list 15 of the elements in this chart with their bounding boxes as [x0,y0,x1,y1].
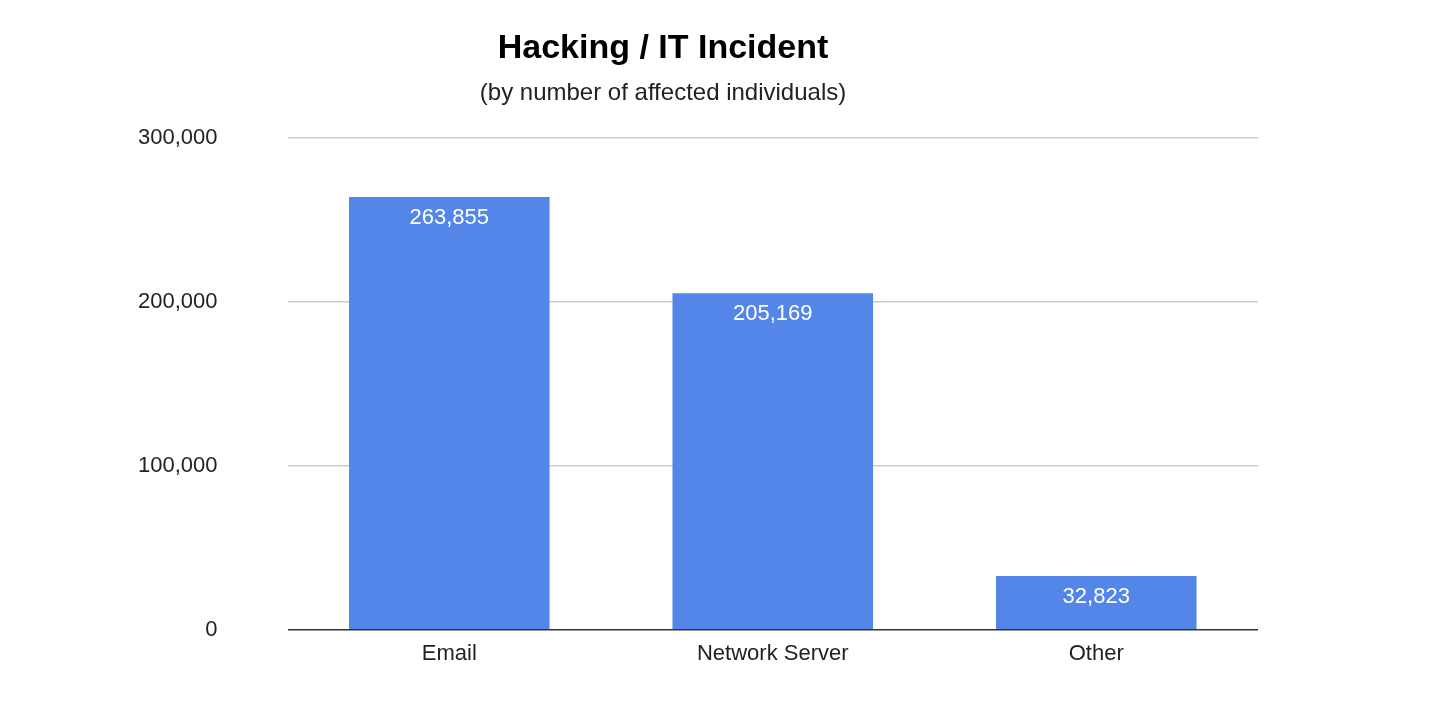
y-tick-label: 200,000 [137,287,218,313]
data-label: 205,169 [733,300,813,326]
y-tick-label: 100,000 [137,451,218,477]
data-label: 263,855 [409,203,490,229]
y-tick-label: 300,000 [137,123,218,149]
x-tick-label: Email [421,640,477,666]
bar [995,575,1197,630]
x-tick-label: Other [1068,640,1124,666]
chart-subtitle: (by number of affected individuals) [479,77,847,105]
y-tick-label: 0 [205,615,218,641]
data-label: 32,823 [1062,583,1130,609]
chart-title: Hacking / IT Incident [497,26,829,65]
bar [672,293,874,630]
bar [348,196,550,630]
x-tick-label: Network Server [696,640,849,666]
